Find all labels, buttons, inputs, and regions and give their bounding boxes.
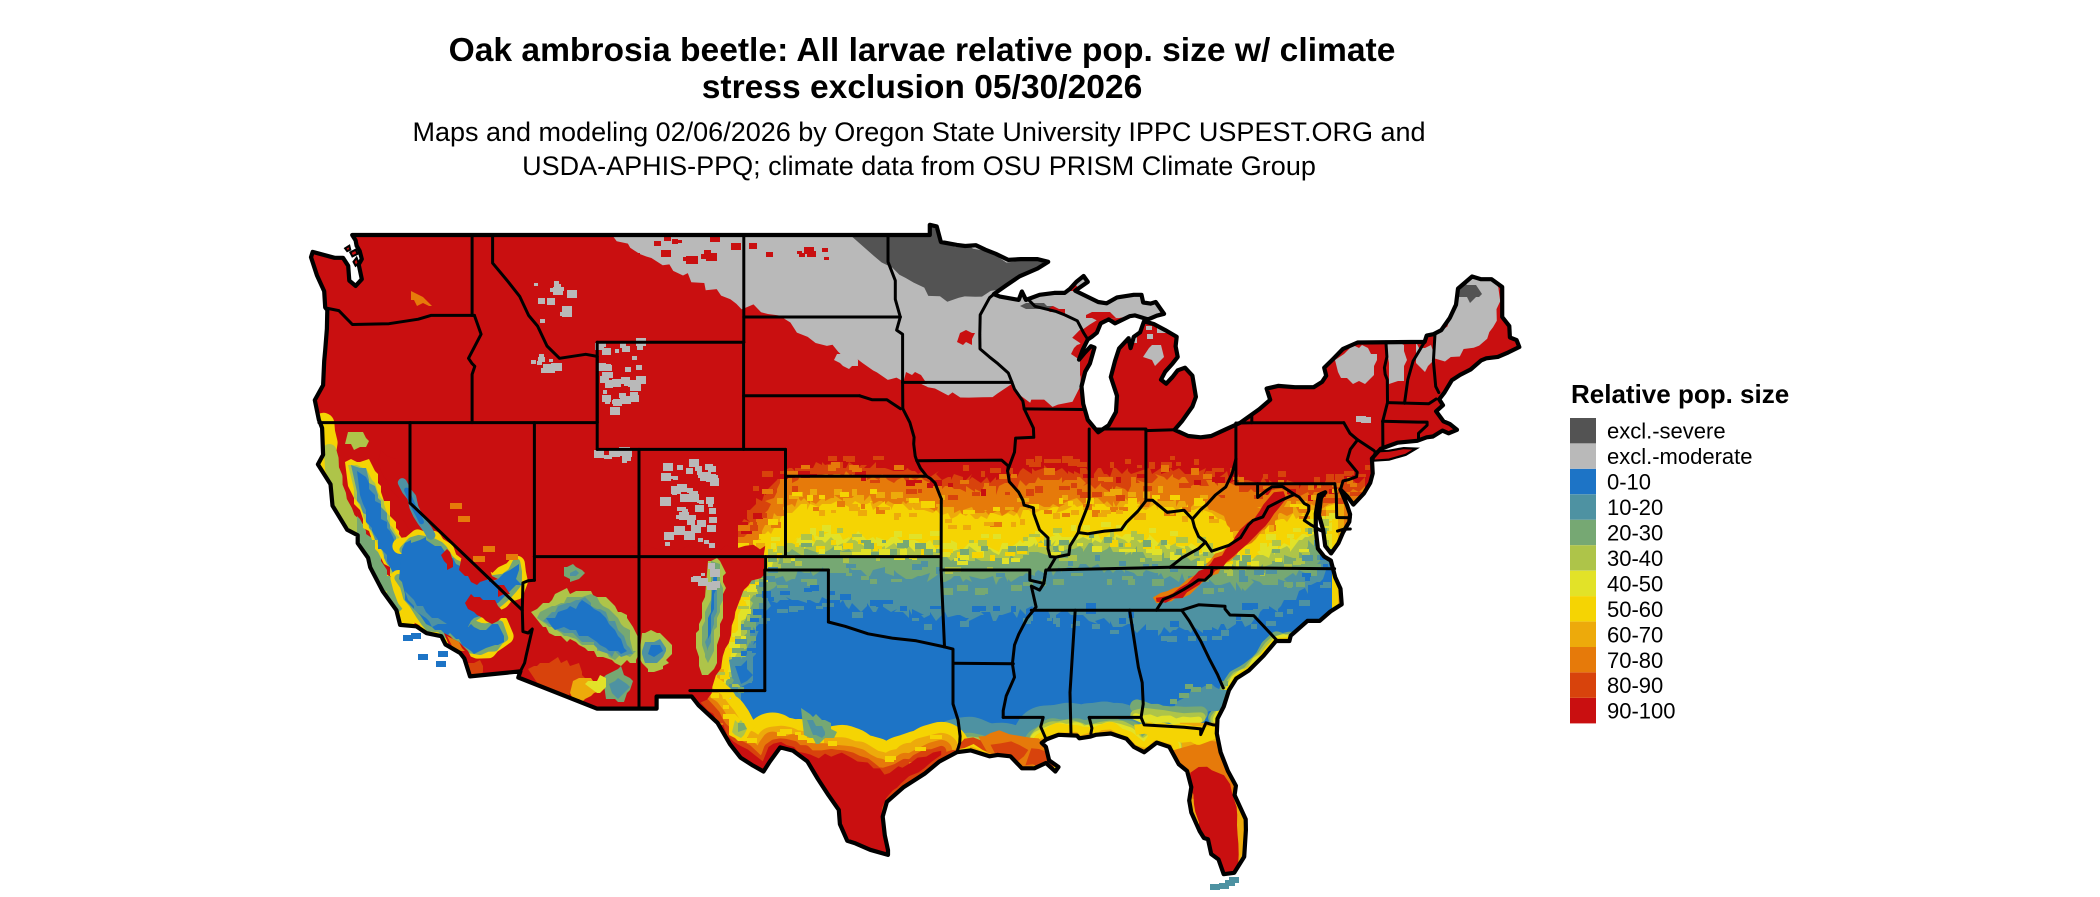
svg-text:Relative pop. size: Relative pop. size — [1571, 379, 1789, 409]
svg-text:40-50: 40-50 — [1607, 571, 1663, 596]
svg-text:stress exclusion 05/30/2026: stress exclusion 05/30/2026 — [702, 69, 1143, 106]
svg-text:10-20: 10-20 — [1607, 495, 1663, 520]
svg-text:50-60: 50-60 — [1607, 597, 1663, 622]
svg-text:Maps and modeling 02/06/2026 b: Maps and modeling 02/06/2026 by Oregon S… — [412, 117, 1425, 147]
svg-text:excl.-moderate: excl.-moderate — [1607, 444, 1753, 469]
svg-text:excl.-severe: excl.-severe — [1607, 419, 1726, 444]
svg-text:70-80: 70-80 — [1607, 648, 1663, 673]
svg-text:USDA-APHIS-PPQ; climate data f: USDA-APHIS-PPQ; climate data from OSU PR… — [522, 151, 1316, 181]
svg-text:Oak ambrosia beetle: All larva: Oak ambrosia beetle: All larvae relative… — [449, 32, 1396, 69]
svg-text:90-100: 90-100 — [1607, 699, 1676, 724]
svg-text:0-10: 0-10 — [1607, 470, 1651, 495]
svg-text:60-70: 60-70 — [1607, 622, 1663, 647]
svg-text:20-30: 20-30 — [1607, 521, 1663, 546]
svg-text:80-90: 80-90 — [1607, 673, 1663, 698]
svg-text:30-40: 30-40 — [1607, 546, 1663, 571]
